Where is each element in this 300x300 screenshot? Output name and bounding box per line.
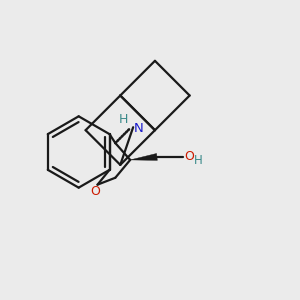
Text: O: O (91, 185, 100, 198)
Text: H: H (118, 113, 128, 126)
Text: O: O (185, 150, 195, 164)
Polygon shape (130, 154, 157, 160)
Text: N: N (134, 122, 144, 135)
Text: H: H (194, 154, 202, 167)
